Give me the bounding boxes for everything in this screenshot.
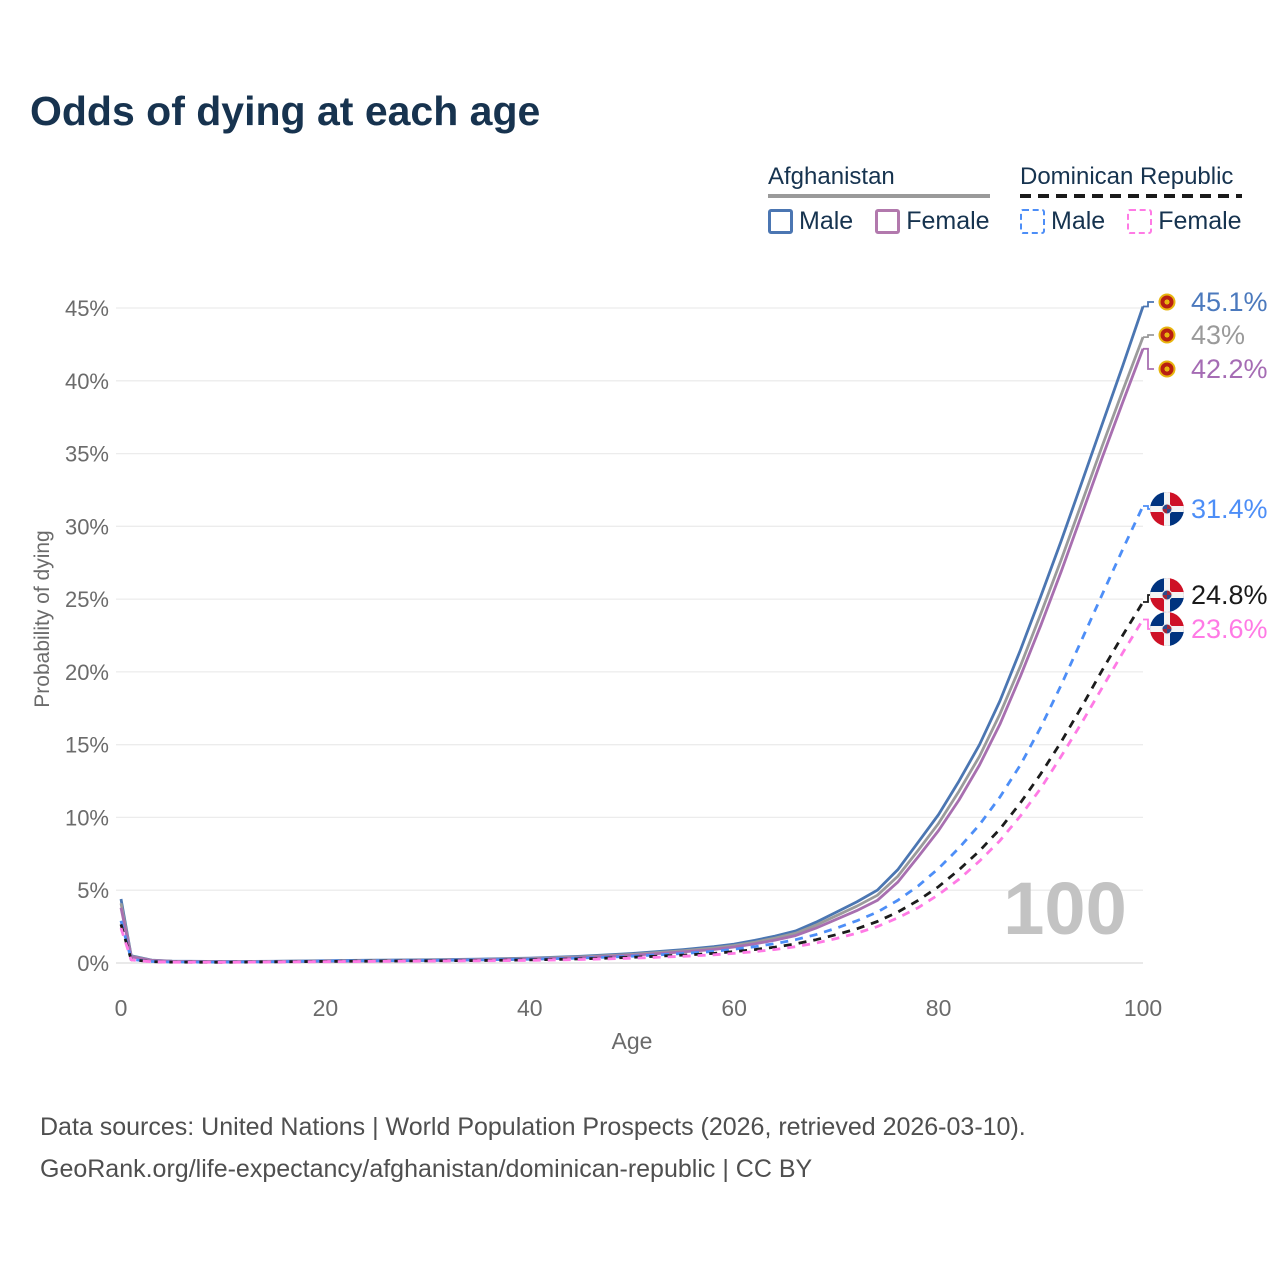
afghanistan-flag-icon	[1150, 285, 1184, 319]
legend-item-dominican-republic-male[interactable]: Male	[1020, 207, 1105, 236]
legend-item-label: Male	[799, 207, 854, 235]
dominican-republic-male-swatch-icon	[1020, 209, 1045, 234]
end-value-label: 45.1%	[1191, 286, 1268, 317]
afghanistan-female-swatch-icon	[875, 209, 901, 234]
legend-country-afghanistan: Afghanistan	[768, 163, 895, 190]
y-tick-label: 40%	[65, 369, 109, 394]
series-line-afghanistan-male[interactable]	[119, 306, 1145, 963]
end-label-dominican-republic-male: 31.4%	[1150, 492, 1268, 526]
legend-group-afghanistan: Afghanistan Male Female	[768, 163, 990, 236]
legend-underline-afghanistan	[768, 194, 990, 198]
x-axis-title: Age	[611, 1028, 653, 1054]
series-line-dominican-republic-both[interactable]	[119, 601, 1145, 964]
end-label-afghanistan-male: 45.1%	[1150, 285, 1268, 319]
x-tick-label: 60	[721, 995, 747, 1021]
legend-item-label: Female	[906, 207, 990, 235]
afghanistan-male-swatch-icon	[768, 209, 793, 234]
end-label-dominican-republic-female: 23.6%	[1150, 612, 1268, 646]
y-tick-label: 35%	[65, 442, 109, 467]
afghanistan-flag-icon	[1150, 352, 1184, 386]
legend-item-afghanistan-female[interactable]: Female	[875, 207, 990, 236]
y-tick-label: 15%	[65, 733, 109, 758]
legend-country-dominican-republic: Dominican Republic	[1020, 163, 1234, 190]
series-line-dominican-republic-male[interactable]	[119, 505, 1145, 964]
legend-underline-dominican-republic	[1020, 194, 1242, 198]
legend-item-dominican-republic-female[interactable]: Female	[1127, 207, 1242, 236]
end-value-label: 24.8%	[1191, 579, 1268, 610]
page-title: Odds of dying at each age	[30, 88, 541, 134]
x-tick-label: 80	[926, 995, 952, 1021]
legend-item-label: Female	[1158, 207, 1242, 235]
legend-item-afghanistan-male[interactable]: Male	[768, 207, 853, 236]
end-value-label: 42.2%	[1191, 353, 1268, 384]
footer: Data sources: United Nations | World Pop…	[40, 1106, 1026, 1190]
end-value-label: 31.4%	[1191, 493, 1268, 524]
afghanistan-flag-icon	[1150, 318, 1184, 352]
end-label-afghanistan-female: 42.2%	[1150, 352, 1268, 386]
footer-attribution: GeoRank.org/life-expectancy/afghanistan/…	[40, 1155, 813, 1183]
dominican-republic-female-swatch-icon	[1127, 209, 1153, 234]
y-tick-label: 45%	[65, 296, 109, 321]
y-tick-label: 0%	[77, 951, 109, 976]
dominican-republic-flag-icon	[1150, 578, 1184, 612]
x-tick-label: 40	[517, 995, 543, 1021]
footer-data-sources: Data sources: United Nations | World Pop…	[40, 1113, 1026, 1141]
x-tick-label: 20	[313, 995, 339, 1021]
x-tick-label: 100	[1124, 995, 1162, 1021]
y-axis-title: Probability of dying	[31, 530, 54, 708]
y-tick-label: 10%	[65, 805, 109, 830]
dominican-republic-flag-icon	[1150, 492, 1184, 526]
y-tick-label: 30%	[65, 514, 109, 539]
y-tick-label: 5%	[77, 878, 109, 903]
legend-item-label: Male	[1051, 207, 1106, 235]
y-tick-label: 20%	[65, 660, 109, 685]
end-value-label: 23.6%	[1191, 613, 1268, 644]
end-value-label: 43%	[1191, 319, 1246, 350]
dominican-republic-flag-icon	[1150, 612, 1184, 646]
x-tick-label: 0	[115, 995, 128, 1021]
end-label-afghanistan-both: 43%	[1150, 318, 1245, 352]
age-watermark: 100	[1003, 867, 1127, 950]
y-tick-label: 25%	[65, 587, 109, 612]
end-label-dominican-republic-both: 24.8%	[1150, 578, 1268, 612]
legend-group-dominican-republic: Dominican Republic Male Female	[1020, 163, 1242, 236]
